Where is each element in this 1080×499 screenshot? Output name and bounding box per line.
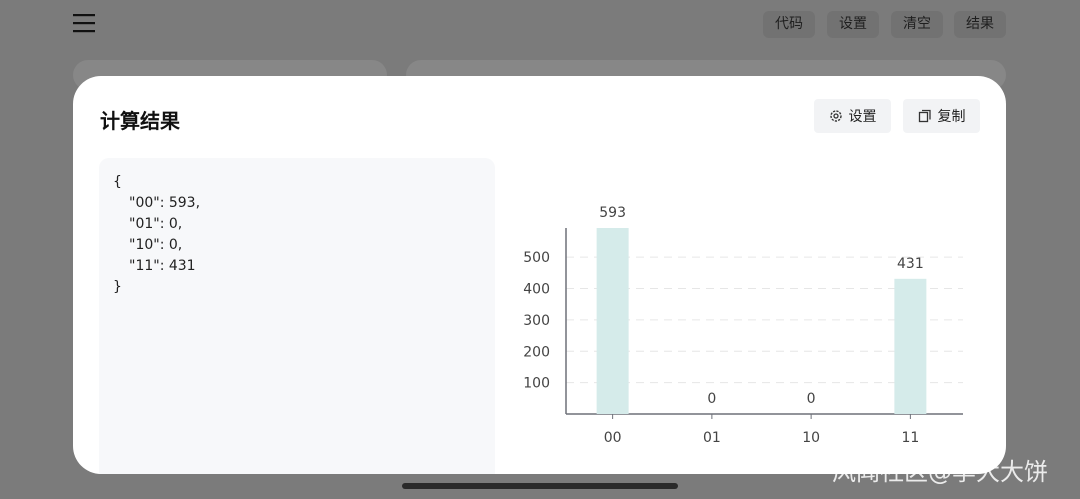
toolbar-button[interactable]: 代码: [763, 11, 815, 38]
value-label: 431: [897, 256, 924, 272]
toolbar-button[interactable]: 结果: [954, 11, 1006, 38]
y-tick-label: 200: [523, 344, 550, 360]
home-indicator: [402, 483, 678, 489]
bar: [894, 278, 927, 414]
code-line: }: [113, 279, 122, 295]
value-label: 0: [807, 391, 816, 407]
x-tick-label: 01: [703, 430, 721, 446]
code-line: {: [113, 174, 122, 190]
code-line: "00": 593,: [129, 195, 201, 211]
menu-icon[interactable]: [72, 12, 96, 34]
y-tick-label: 300: [523, 313, 550, 329]
bar: [596, 228, 629, 414]
value-label: 593: [599, 205, 626, 221]
settings-button[interactable]: 设置: [814, 99, 891, 133]
button-label: 设置: [848, 109, 877, 125]
code-line: "10": 0,: [129, 237, 183, 253]
x-tick-label: 10: [802, 430, 820, 446]
button-label: 复制: [937, 109, 966, 125]
copy-icon: [918, 109, 931, 123]
x-tick-label: 00: [604, 430, 622, 446]
modal-title: 计算结果: [100, 109, 180, 133]
result-modal: 计算结果 设置 复制 { "00": 593, "01": 0, "10": 0, "1…: [73, 76, 1006, 474]
gear-icon: [829, 110, 842, 122]
toolbar-button[interactable]: 设置: [827, 11, 879, 38]
y-tick-label: 100: [523, 376, 550, 392]
copy-button[interactable]: 复制: [903, 99, 980, 133]
code-line: "11": 431: [129, 258, 196, 274]
code-panel: { "00": 593, "01": 0, "10": 0, "11": 431}: [99, 158, 495, 474]
code-line: "01": 0,: [129, 216, 183, 232]
y-tick-label: 400: [523, 282, 550, 298]
value-label: 0: [707, 391, 716, 407]
toolbar-button[interactable]: 清空: [891, 11, 943, 38]
watermark: 风闻社区@李大大饼: [832, 458, 1048, 486]
x-tick-label: 11: [901, 430, 919, 446]
y-tick-label: 500: [523, 250, 550, 266]
